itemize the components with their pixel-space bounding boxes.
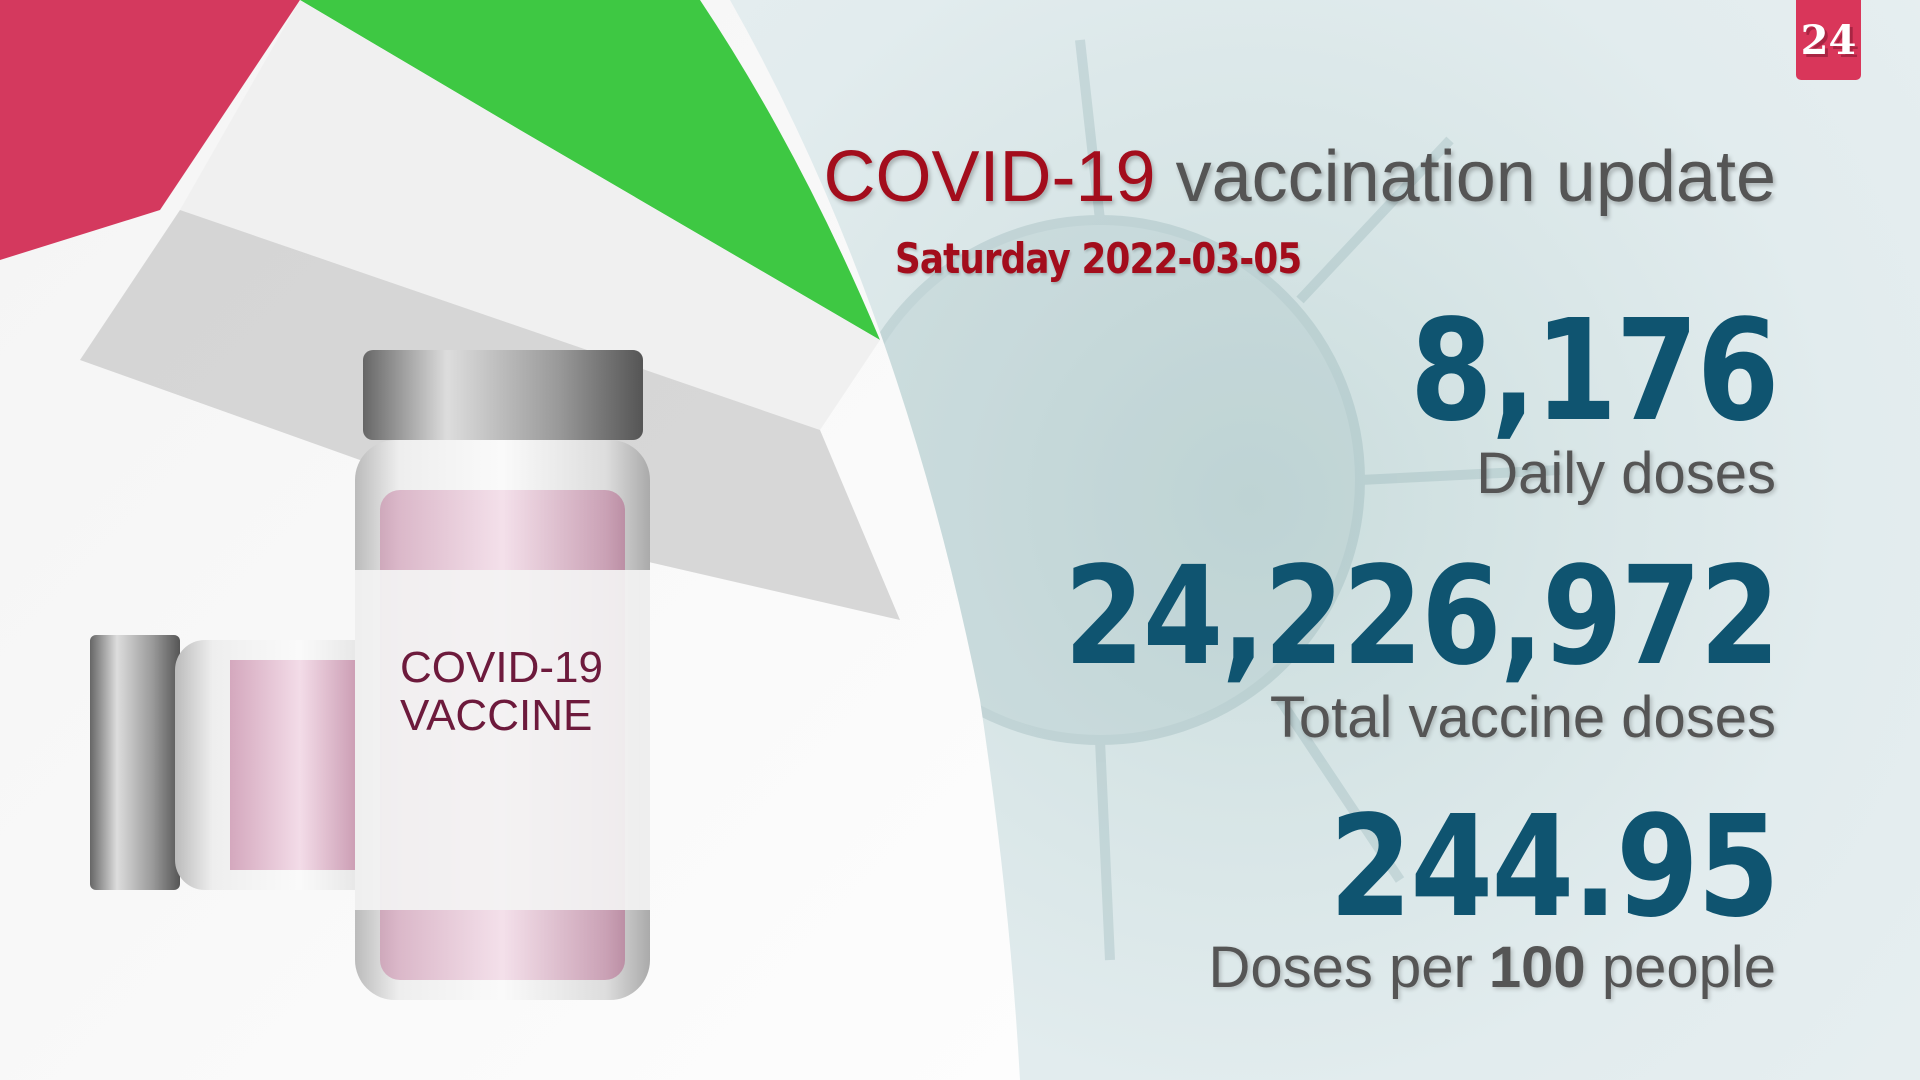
page-title: COVID-19 vaccination update <box>823 136 1776 218</box>
doses-per-100-value: 244.95 <box>1328 786 1780 949</box>
label-part: people <box>1585 935 1776 1000</box>
vial-large <box>355 350 650 1000</box>
title-highlight: COVID-19 <box>823 137 1156 217</box>
total-doses-label: Total vaccine doses <box>1269 685 1776 750</box>
doses-per-100-label: Doses per 100 people <box>1208 934 1776 1001</box>
update-date: Saturday 2022-03-05 <box>895 234 1302 283</box>
daily-doses-value: 8,176 <box>1410 290 1780 453</box>
label-bold-part: 100 <box>1488 935 1586 1000</box>
virus-decoration <box>716 39 1561 961</box>
daily-doses-label: Daily doses <box>1476 441 1776 506</box>
label-part: Doses per <box>1208 935 1489 1000</box>
title-rest: vaccination update <box>1155 137 1776 217</box>
channel-logo-badge: 24 <box>1796 0 1861 80</box>
vial-label-line2: VACCINE <box>400 691 592 740</box>
vial-label-line1: COVID-19 <box>400 643 603 692</box>
total-doses-value: 24,226,972 <box>1063 538 1780 696</box>
